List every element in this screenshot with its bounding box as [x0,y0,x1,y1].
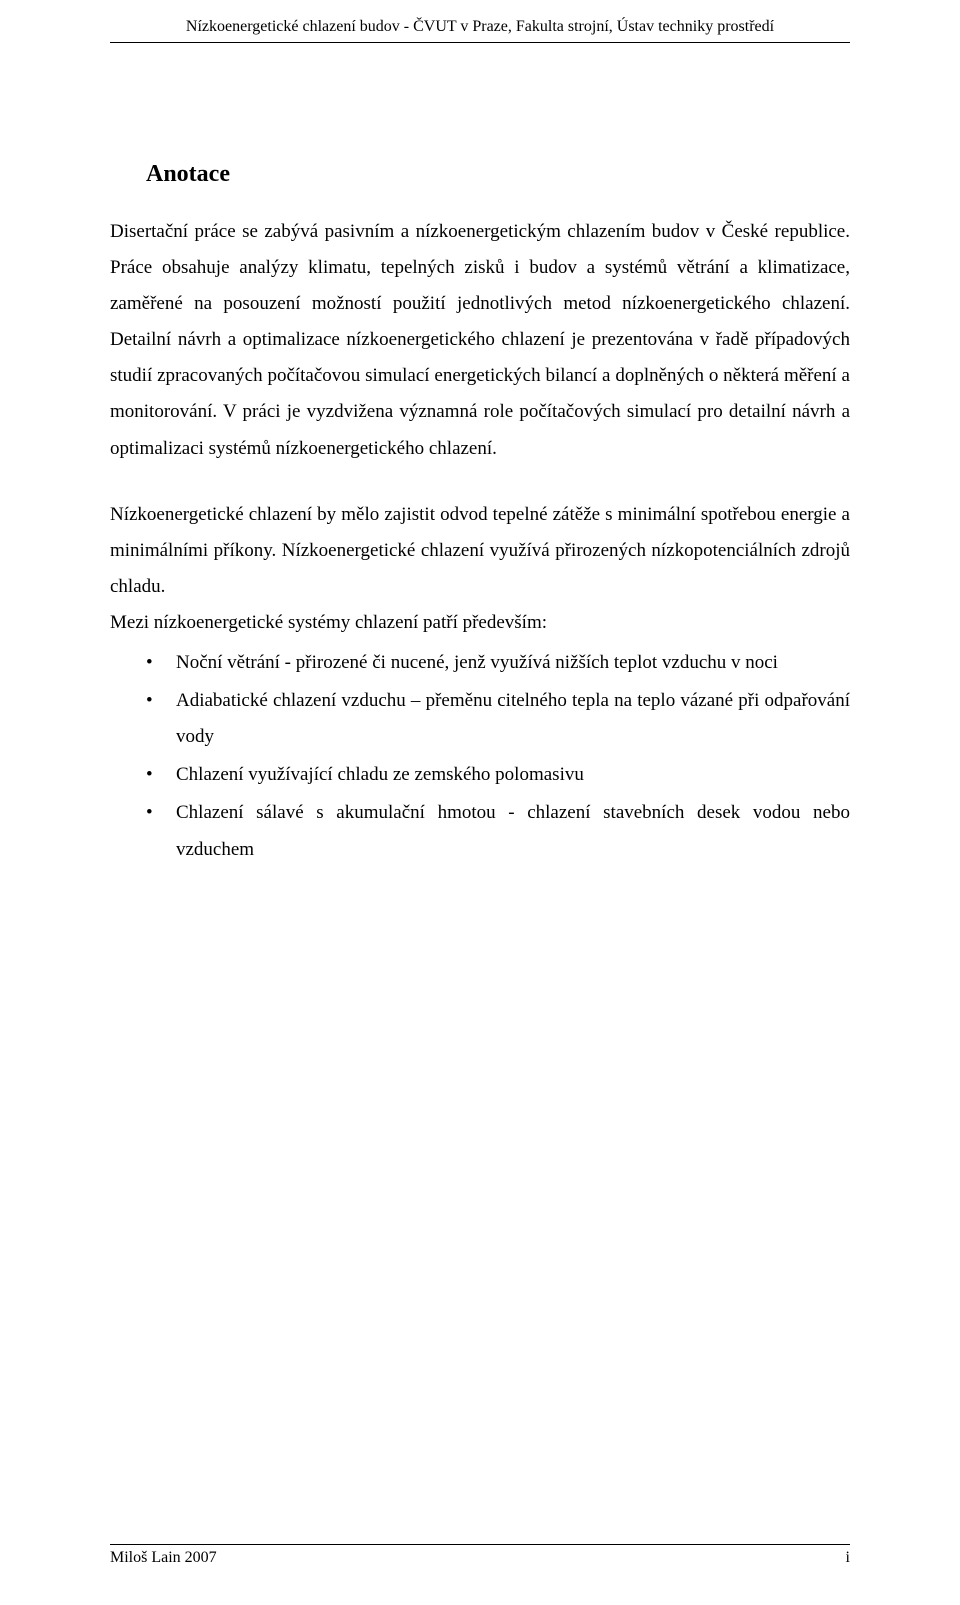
list-item: Chlazení sálavé s akumulační hmotou - ch… [176,795,850,867]
list-item: Noční větrání - přirozené či nucené, jen… [176,645,850,681]
page-footer: Miloš Lain 2007 i [110,1544,850,1567]
footer-author-year: Miloš Lain 2007 [110,1549,217,1567]
footer-page-number: i [846,1549,850,1567]
page-header: Nízkoenergetické chlazení budov - ČVUT v… [110,18,850,43]
paragraph-1: Disertační práce se zabývá pasivním a ní… [110,214,850,467]
list-item: Chlazení využívající chladu ze zemského … [176,757,850,793]
bullet-intro: Mezi nízkoenergetické systémy chlazení p… [110,605,850,641]
paragraph-2: Nízkoenergetické chlazení by mělo zajist… [110,497,850,605]
footer-row: Miloš Lain 2007 i [110,1549,850,1567]
section-title: Anotace [146,161,850,188]
bullet-list: Noční větrání - přirozené či nucené, jen… [110,645,850,868]
page: Nízkoenergetické chlazení budov - ČVUT v… [0,0,960,1605]
list-item: Adiabatické chlazení vzduchu – přeměnu c… [176,683,850,755]
header-text: Nízkoenergetické chlazení budov - ČVUT v… [186,18,774,35]
